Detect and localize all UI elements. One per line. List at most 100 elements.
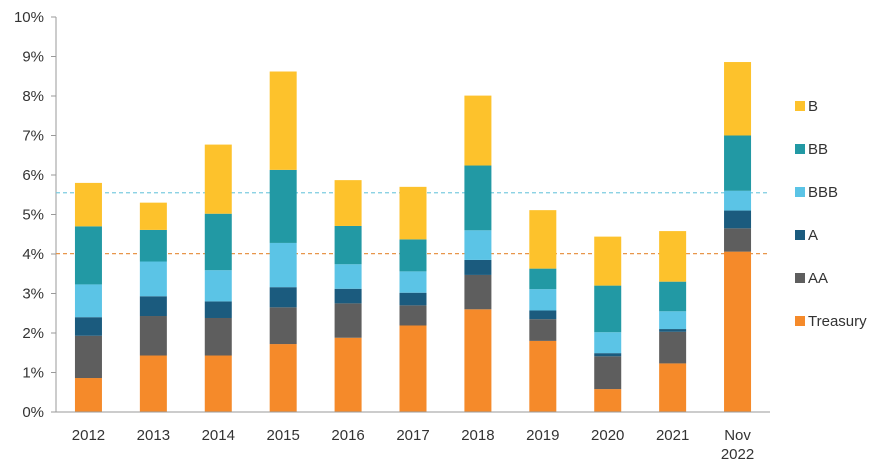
bar-segment-aa xyxy=(204,317,232,356)
legend-swatch-b xyxy=(795,101,805,111)
bar-segment-b xyxy=(529,210,557,269)
x-tick-label: 2013 xyxy=(137,427,170,444)
y-tick-label: 10% xyxy=(14,9,44,26)
y-tick-label: 3% xyxy=(22,286,44,303)
y-tick-label: 6% xyxy=(22,167,44,184)
legend-label-bbb: BBB xyxy=(808,184,838,201)
bar-segment-treasury xyxy=(659,363,687,412)
bar-segment-a xyxy=(139,296,167,317)
bar-segment-b xyxy=(399,186,427,240)
bar-segment-aa xyxy=(594,356,622,390)
bar-segment-bb xyxy=(269,169,297,243)
bar-segment-treasury xyxy=(74,378,102,412)
bar-segment-b xyxy=(334,180,362,226)
y-tick-label: 9% xyxy=(22,49,44,66)
bar-segment-treasury xyxy=(594,389,622,412)
bar-segment-bbb xyxy=(529,289,557,311)
bar-segment-treasury xyxy=(139,355,167,412)
legend-swatch-bbb xyxy=(795,187,805,197)
bar-segment-bbb xyxy=(139,261,167,297)
x-axis: 2012 2013 2014 2015 2016 2017 2018 2019 2020 2021… xyxy=(56,411,770,463)
bar-segment-aa xyxy=(399,305,427,326)
bar-segment-bb xyxy=(464,165,492,231)
bar-segment-b xyxy=(74,182,102,227)
bar-segment-a xyxy=(529,310,557,320)
x-tick-label: 2020 xyxy=(591,427,624,444)
bar-segment-a xyxy=(594,353,622,357)
bar-segment-bb xyxy=(74,226,102,285)
y-tick-label: 2% xyxy=(22,325,44,342)
y-tick-label: 7% xyxy=(22,128,44,145)
y-axis: 0% 1% 2% 3% 4% 5% 6% 7% 8% 9% 10% xyxy=(14,9,57,421)
x-tick-label: 2012 xyxy=(72,427,105,444)
legend-swatch-aa xyxy=(795,273,805,283)
bar-segment-bbb xyxy=(399,271,427,293)
bar-segment-bbb xyxy=(269,242,297,288)
x-tick-label: Nov 2022 xyxy=(721,427,754,463)
y-tick-label: 5% xyxy=(22,207,44,224)
legend-label-b: B xyxy=(808,98,818,115)
legend-swatch-treasury xyxy=(795,316,805,326)
bar-segment-bbb xyxy=(594,332,622,354)
bar-segment-bb xyxy=(399,239,427,272)
bar-segment-b xyxy=(659,231,687,282)
bar-segment-treasury xyxy=(529,340,557,412)
bar-segment-bbb xyxy=(659,311,687,330)
bar-segment-bb xyxy=(724,135,752,191)
x-tick-label: 2014 xyxy=(202,427,235,444)
x-tick-label: 2021 xyxy=(656,427,689,444)
x-tick-label: 2015 xyxy=(266,427,299,444)
bar-segment-a xyxy=(724,210,752,229)
bar-segment-b xyxy=(139,202,167,230)
y-tick-label: 8% xyxy=(22,88,44,105)
bar-segment-bb xyxy=(594,285,622,333)
bar-segment-a xyxy=(659,329,687,332)
bar-segment-b xyxy=(269,71,297,170)
legend-swatch-a xyxy=(795,230,805,240)
legend-label-bb: BB xyxy=(808,141,828,158)
bar-segment-treasury xyxy=(724,251,752,412)
y-tick-label: 4% xyxy=(22,246,44,263)
bar-segment-treasury xyxy=(399,325,427,412)
bar-segment-bb xyxy=(204,213,232,271)
bar-segment-bb xyxy=(334,225,362,265)
bar-segment-bbb xyxy=(204,270,232,302)
bar-segment-bbb xyxy=(464,230,492,260)
bar-segment-treasury xyxy=(464,309,492,412)
bar-segment-bbb xyxy=(74,284,102,318)
bar-segment-a xyxy=(204,301,232,318)
bar-segment-treasury xyxy=(269,344,297,412)
bar-segment-bb xyxy=(529,268,557,290)
bar-segment-aa xyxy=(269,307,297,345)
x-tick-label: 2018 xyxy=(461,427,494,444)
legend-label-aa: AA xyxy=(808,270,828,287)
y-tick-label: 1% xyxy=(22,365,44,382)
bar-segment-aa xyxy=(529,319,557,341)
x-tick-label: 2016 xyxy=(331,427,364,444)
bar-segment-a xyxy=(399,292,427,306)
legend-swatch-bb xyxy=(795,144,805,154)
bar-segment-treasury xyxy=(204,355,232,412)
bar-segment-aa xyxy=(74,335,102,379)
bars xyxy=(74,62,752,412)
bar-segment-a xyxy=(334,288,362,304)
bar-segment-b xyxy=(464,95,492,166)
bar-segment-b xyxy=(594,236,622,286)
bar-segment-aa xyxy=(139,316,167,356)
bar-segment-bb xyxy=(659,281,687,312)
legend-label-treasury: Treasury xyxy=(808,313,867,330)
bar-segment-bbb xyxy=(334,264,362,289)
y-tick-label: 0% xyxy=(22,404,44,421)
bar-segment-b xyxy=(724,62,752,136)
x-tick-label: 2017 xyxy=(396,427,429,444)
bar-segment-treasury xyxy=(334,337,362,412)
x-tick-label: 2019 xyxy=(526,427,559,444)
bar-segment-a xyxy=(269,287,297,308)
bar-segment-a xyxy=(74,317,102,336)
bar-segment-bb xyxy=(139,229,167,262)
bar-segment-aa xyxy=(724,228,752,252)
bar-segment-b xyxy=(204,144,232,214)
bar-segment-bbb xyxy=(724,190,752,211)
